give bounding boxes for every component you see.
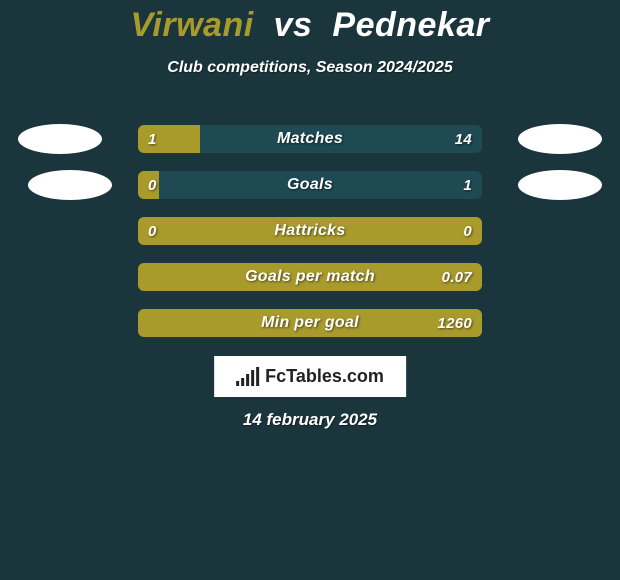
stat-bar: Goals per match0.07 bbox=[138, 263, 482, 291]
brand-badge: FcTables.com bbox=[214, 356, 406, 397]
stat-label: Goals per match bbox=[138, 263, 482, 291]
stat-row: 0Hattricks0 bbox=[0, 210, 620, 256]
stat-value-right: 1 bbox=[463, 171, 472, 199]
stat-label: Min per goal bbox=[138, 309, 482, 337]
stat-bar: 0Goals1 bbox=[138, 171, 482, 199]
stat-row: 1Matches14 bbox=[0, 118, 620, 164]
stat-label: Hattricks bbox=[138, 217, 482, 245]
stat-row: Goals per match0.07 bbox=[0, 256, 620, 302]
avatar-player1 bbox=[28, 170, 112, 200]
stat-row: 0Goals1 bbox=[0, 164, 620, 210]
bars-icon bbox=[236, 368, 259, 386]
stat-row: Min per goal1260 bbox=[0, 302, 620, 348]
title-player2: Pednekar bbox=[332, 6, 489, 44]
brand-fc: Fc bbox=[265, 366, 286, 387]
stats-chart: 1Matches140Goals10Hattricks0Goals per ma… bbox=[0, 118, 620, 348]
stat-bar: Min per goal1260 bbox=[138, 309, 482, 337]
title-player1: Virwani bbox=[131, 6, 254, 44]
page-title: Virwani vs Pednekar bbox=[0, 0, 620, 45]
stat-bar: 1Matches14 bbox=[138, 125, 482, 153]
title-vs: vs bbox=[274, 6, 313, 44]
avatar-player2 bbox=[518, 170, 602, 200]
avatar-player1 bbox=[18, 124, 102, 154]
stat-value-right: 14 bbox=[455, 125, 472, 153]
stat-value-right: 1260 bbox=[437, 309, 472, 337]
subtitle: Club competitions, Season 2024/2025 bbox=[0, 59, 620, 77]
date-label: 14 february 2025 bbox=[0, 410, 620, 430]
comparison-infographic: Virwani vs Pednekar Club competitions, S… bbox=[0, 0, 620, 580]
stat-label: Goals bbox=[138, 171, 482, 199]
stat-bar: 0Hattricks0 bbox=[138, 217, 482, 245]
stat-value-right: 0.07 bbox=[442, 263, 472, 291]
avatar-player2 bbox=[518, 124, 602, 154]
stat-label: Matches bbox=[138, 125, 482, 153]
brand-text: FcTables.com bbox=[265, 366, 384, 387]
brand-rest: Tables.com bbox=[286, 366, 384, 387]
stat-value-right: 0 bbox=[463, 217, 472, 245]
